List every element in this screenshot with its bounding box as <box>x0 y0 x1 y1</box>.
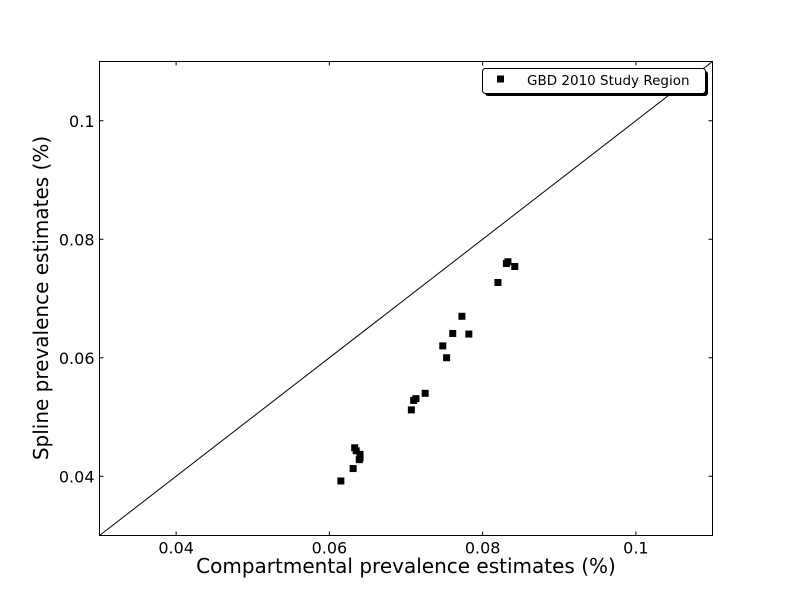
data-point <box>352 447 360 455</box>
data-point <box>494 279 502 287</box>
y-tick-label: 0.1 <box>69 112 94 131</box>
data-point <box>337 477 345 485</box>
y-tick-label: 0.04 <box>59 467 95 486</box>
legend-marker <box>497 75 504 83</box>
data-points <box>337 258 519 485</box>
data-point <box>439 342 447 350</box>
data-point <box>412 395 420 403</box>
y-tick-label: 0.08 <box>59 230 95 249</box>
data-point <box>458 312 466 320</box>
x-tick-label: 0.06 <box>312 539 348 558</box>
y-axis-title: Spline prevalence estimates (%) <box>29 136 53 460</box>
x-tick-label: 0.08 <box>465 539 501 558</box>
data-point <box>356 450 364 458</box>
y-tick-label: 0.06 <box>59 349 95 368</box>
data-point <box>356 454 364 462</box>
data-point <box>465 330 473 338</box>
data-point <box>449 329 457 337</box>
legend-label: GBD 2010 Study Region <box>527 73 690 89</box>
plot-area: 0.04 0.06 0.08 0.1 0.04 0.06 0.08 0.1 <box>59 61 713 558</box>
data-point <box>349 465 357 473</box>
data-point <box>407 406 415 414</box>
plot-frame <box>99 61 713 536</box>
identity-reference-line <box>99 61 713 536</box>
x-tick-label: 0.04 <box>158 539 194 558</box>
data-point <box>504 258 512 266</box>
legend: GBD 2010 Study Region <box>482 68 708 96</box>
x-tick-label: 0.1 <box>623 539 648 558</box>
legend-box <box>482 68 706 94</box>
data-point <box>421 389 429 397</box>
data-point <box>511 263 519 271</box>
data-point <box>443 354 451 362</box>
x-axis-title: Compartmental prevalence estimates (%) <box>196 554 616 578</box>
axis-ticks: 0.04 0.06 0.08 0.1 0.04 0.06 0.08 0.1 <box>59 61 713 558</box>
